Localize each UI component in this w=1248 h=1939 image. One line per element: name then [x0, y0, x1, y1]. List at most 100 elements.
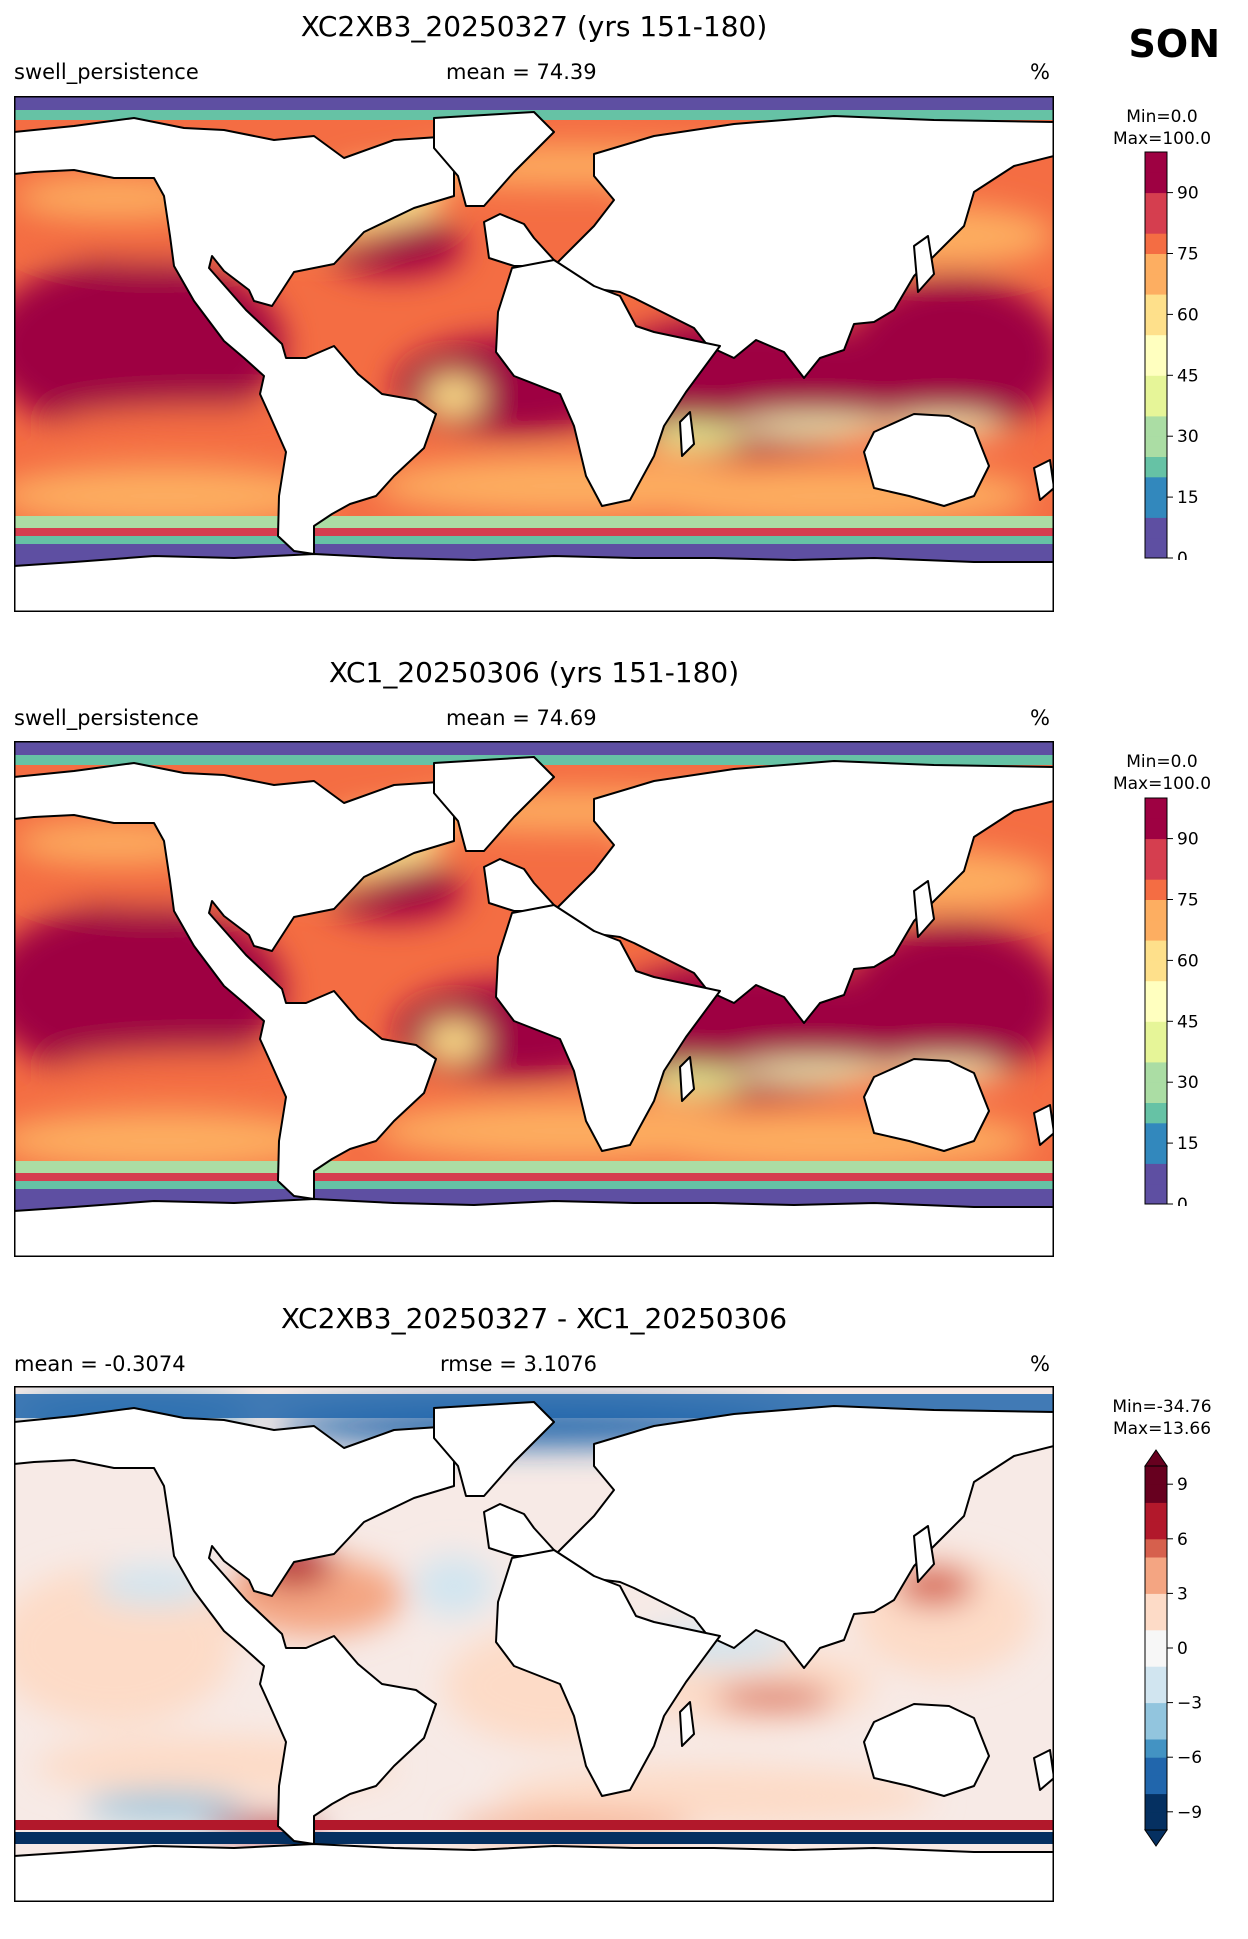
- colorbar-segment: [1145, 1684, 1167, 1704]
- colorbar-segment: [1145, 818, 1167, 840]
- colorbar-segment: [1145, 1648, 1167, 1667]
- colorbar-segment: [1145, 1629, 1167, 1649]
- panel-2-mean-label: mean = 74.69: [446, 706, 597, 730]
- colorbar-frame: [1144, 797, 1168, 1205]
- southern-band-negative: [14, 1832, 1054, 1844]
- arctic-band: [14, 96, 1054, 110]
- colorbar-segment: [1145, 1502, 1167, 1522]
- colorbar-gradient: [1145, 1466, 1167, 1831]
- colorbar-segment: [1145, 1611, 1167, 1631]
- colorbar-segment: [1145, 1041, 1167, 1063]
- colorbar-segment: [1145, 1061, 1167, 1083]
- field-blob: [734, 416, 894, 436]
- colorbar-tick-label: 0: [1177, 1195, 1188, 1206]
- colorbar-extend-min: [1144, 1829, 1168, 1847]
- field-blob: [414, 1556, 494, 1616]
- colorbar-segment: [1145, 1757, 1167, 1776]
- southern-band-light: [14, 516, 1054, 528]
- colorbar-segment: [1145, 415, 1167, 437]
- colorbar-segment: [1145, 537, 1167, 559]
- colorbar-segment: [1145, 212, 1167, 234]
- colorbar-segment: [1145, 1183, 1167, 1205]
- panel-1-colorbar-range: Min=0.0 Max=100.0: [1092, 106, 1232, 150]
- colorbar-segment: [1145, 1082, 1167, 1103]
- panel-1-mean-label: mean = 74.39: [446, 60, 597, 84]
- colorbar-tick-label: −6: [1177, 1748, 1202, 1768]
- colorbar-segment: [1145, 152, 1167, 173]
- southern-band-light: [14, 1161, 1054, 1173]
- colorbar-segment: [1145, 192, 1167, 214]
- southern-band-positive: [14, 1820, 1054, 1830]
- panel-1-units-label: %: [1030, 60, 1050, 84]
- colorbar-tick-label: 30: [1177, 427, 1199, 447]
- colorbar-segment: [1145, 314, 1167, 336]
- land-madagascar: [679, 1701, 695, 1747]
- panel-1-colorbar-max: Max=100.0: [1112, 129, 1212, 149]
- colorbar-segment: [1145, 1811, 1167, 1831]
- panel-1-variable-label: swell_persistence: [14, 60, 199, 84]
- colorbar-segment: [1145, 355, 1167, 376]
- colorbar-tick-label: 0: [1177, 549, 1188, 560]
- panel-3-units-label: %: [1030, 1352, 1050, 1376]
- panel-3-title: XC2XB3_20250327 - XC1_20250306: [280, 1302, 788, 1335]
- colorbar-segment: [1145, 1739, 1167, 1758]
- panel-2-colorbar: 90 75 60 45 30 15 0: [1144, 797, 1199, 1206]
- land-australia: [863, 413, 990, 507]
- panel-1-map: [14, 96, 1054, 612]
- colorbar-tick-label: 60: [1177, 951, 1199, 971]
- colorbar-gradient: [1145, 152, 1167, 559]
- colorbar-segment: [1145, 476, 1167, 498]
- colorbar-tick-label: 9: [1177, 1475, 1188, 1495]
- land-eurasia: [483, 1405, 1054, 1669]
- land-madagascar: [679, 1056, 695, 1102]
- colorbar-tick-label: 6: [1177, 1530, 1188, 1550]
- arctic-band: [14, 741, 1054, 755]
- land-antarctica: [14, 553, 1054, 612]
- colorbar-segment: [1145, 980, 1167, 1002]
- colorbar-segment: [1145, 375, 1167, 397]
- colorbar-tick-label: 0: [1177, 1639, 1188, 1659]
- panel-3-colorbar-range: Min=-34.76 Max=13.66: [1092, 1396, 1232, 1440]
- panel-3-rmse-label: rmse = 3.1076: [440, 1352, 598, 1376]
- colorbar-segment: [1145, 1538, 1167, 1558]
- colorbar-segment: [1145, 436, 1167, 457]
- colorbar-extend-max: [1144, 1449, 1168, 1467]
- land-antarctica: [14, 1843, 1054, 1902]
- land-africa: [495, 259, 721, 507]
- colorbar-segment: [1145, 1666, 1167, 1685]
- map-frame: [14, 1386, 1054, 1902]
- colorbar-segment: [1145, 1484, 1167, 1503]
- colorbar-segment: [1145, 1557, 1167, 1576]
- colorbar-tick-label: 60: [1177, 305, 1199, 325]
- panel-3-map: [14, 1386, 1054, 1902]
- colorbar-tick-label: 45: [1177, 366, 1199, 386]
- field-blob: [734, 1061, 894, 1081]
- land-masses: [14, 756, 1054, 1257]
- land-africa: [495, 1549, 721, 1797]
- panel-3-mean-label: mean = -0.3074: [14, 1352, 186, 1376]
- panel-1-colorbar: 90 75 60 45 30 15 0: [1144, 151, 1199, 560]
- panel-2-variable-label: swell_persistence: [14, 706, 199, 730]
- land-antarctica: [14, 1198, 1054, 1257]
- colorbar-segment: [1145, 960, 1167, 982]
- panel-2-map: [14, 741, 1054, 1257]
- field-blob: [844, 921, 1054, 1081]
- colorbar-segment: [1145, 919, 1167, 941]
- land-masses: [14, 111, 1054, 612]
- colorbar-segment: [1145, 940, 1167, 961]
- panel-3-colorbar: 9 6 3 0 −3 −6 −9: [1144, 1449, 1202, 1847]
- colorbar-segment: [1145, 1163, 1167, 1185]
- colorbar-tick-label: 45: [1177, 1012, 1199, 1032]
- colorbar-segment: [1145, 395, 1167, 417]
- land-greenland: [433, 756, 555, 852]
- field-blob: [14, 1566, 234, 1726]
- colorbar-segment: [1145, 1775, 1167, 1795]
- colorbar-tick-label: 15: [1177, 1134, 1199, 1154]
- colorbar-segment: [1145, 1575, 1167, 1594]
- colorbar-segment: [1145, 879, 1167, 900]
- map-frame: [14, 741, 1054, 1257]
- land-australia: [863, 1703, 990, 1797]
- colorbar-segment: [1145, 172, 1167, 194]
- colorbar-segment: [1145, 497, 1167, 518]
- colorbar-segment: [1145, 838, 1167, 860]
